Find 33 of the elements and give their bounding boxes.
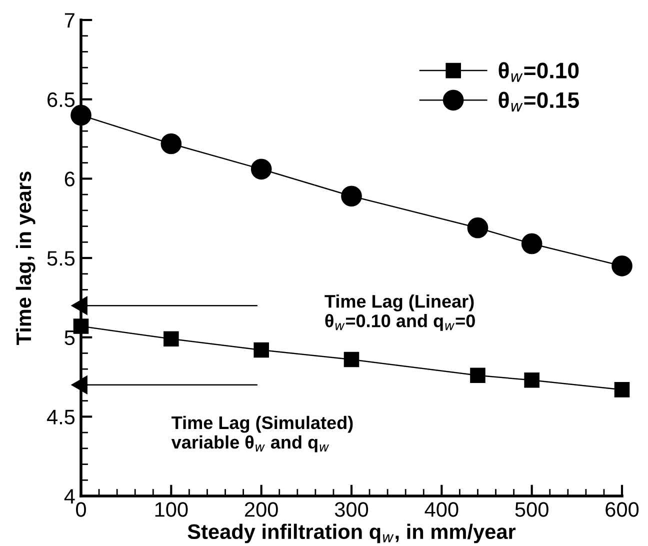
y-axis-title: Time lag, in years (16, 172, 36, 345)
x-tick-label: 500 (515, 502, 548, 517)
point (341, 186, 362, 207)
point (73, 318, 89, 334)
x-tick-label: 0 (76, 502, 86, 517)
y-tick-label: 6.5 (48, 92, 75, 108)
point (614, 382, 630, 398)
annotation: Time Lag (Simulated) variable θ$_{w}$ and q$_{w}$ (171, 416, 353, 452)
x-axis-title: Steady infiltration q$_{w}$, in mm/year (188, 524, 516, 544)
point (521, 233, 542, 254)
legend-label: θ$_{w}$=0.15 (498, 92, 579, 112)
point (164, 331, 179, 347)
x-tick-label: 400 (424, 502, 458, 517)
legend-label: θ$_{w}$=0.10 (498, 62, 579, 82)
y-tick-label: 7 (64, 13, 74, 28)
point (250, 158, 272, 180)
y-tick-label: 4 (64, 489, 75, 504)
x-tick-label: 300 (334, 502, 368, 517)
y-tick-label: 6 (64, 172, 75, 186)
x-tick-label: 100 (155, 502, 188, 517)
point (470, 368, 486, 384)
point (612, 256, 632, 276)
annotation: Time Lag (Linear) θ$_{w}$=0.10 and q$_{w}$=0 (324, 294, 475, 331)
x-tick-label: 200 (245, 502, 278, 517)
x-tick-label: 600 (606, 502, 639, 517)
point (160, 133, 182, 154)
y-tick-label: 5.5 (47, 251, 75, 266)
point (524, 372, 540, 388)
point (344, 352, 360, 368)
point (467, 217, 488, 238)
point (254, 342, 269, 358)
y-tick-label: 5 (64, 330, 75, 346)
y-tick-label: 4.5 (46, 410, 75, 424)
